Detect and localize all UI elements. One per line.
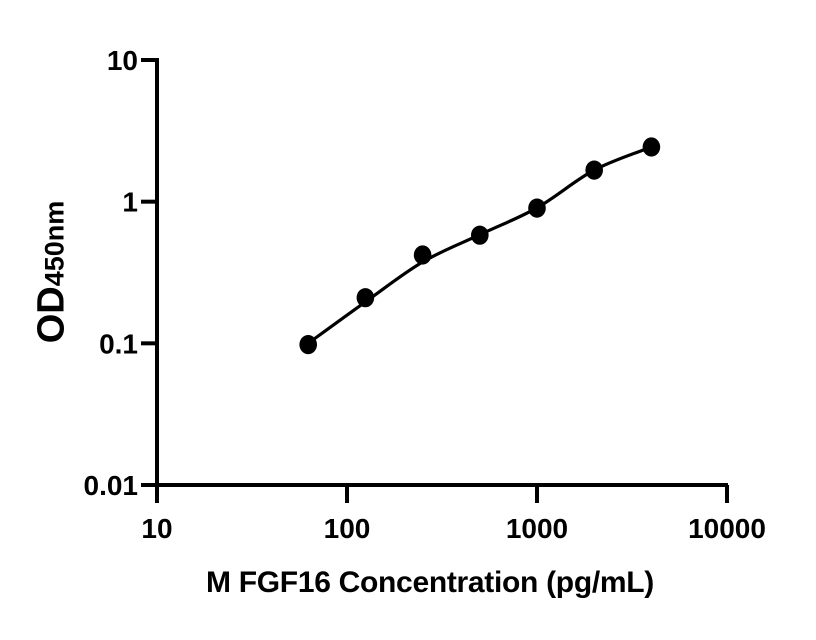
x-tick-label: 100 (324, 513, 371, 544)
x-tick-label: 10 (141, 513, 172, 544)
data-point (585, 160, 603, 180)
y-tick-label: 0.01 (84, 470, 139, 501)
data-point (642, 137, 661, 157)
x-tick-label: 1000 (506, 513, 568, 544)
axis-spines (155, 58, 728, 487)
y-axis-title-main: OD (30, 286, 73, 344)
data-point (471, 225, 489, 245)
x-axis-title: M FGF16 Concentration (pg/mL) (206, 566, 654, 599)
y-axis-title-subscript: 450nm (39, 200, 70, 287)
y-axis-title: OD450nm (31, 201, 74, 344)
data-point (356, 288, 375, 308)
data-point (299, 335, 318, 355)
y-tick-label: 0.1 (99, 328, 138, 359)
y-tick-label: 10 (107, 45, 138, 76)
x-tick-label: 10000 (688, 513, 766, 544)
data-point (528, 198, 546, 218)
data-point (413, 245, 432, 265)
y-tick-label: 1 (122, 187, 138, 218)
